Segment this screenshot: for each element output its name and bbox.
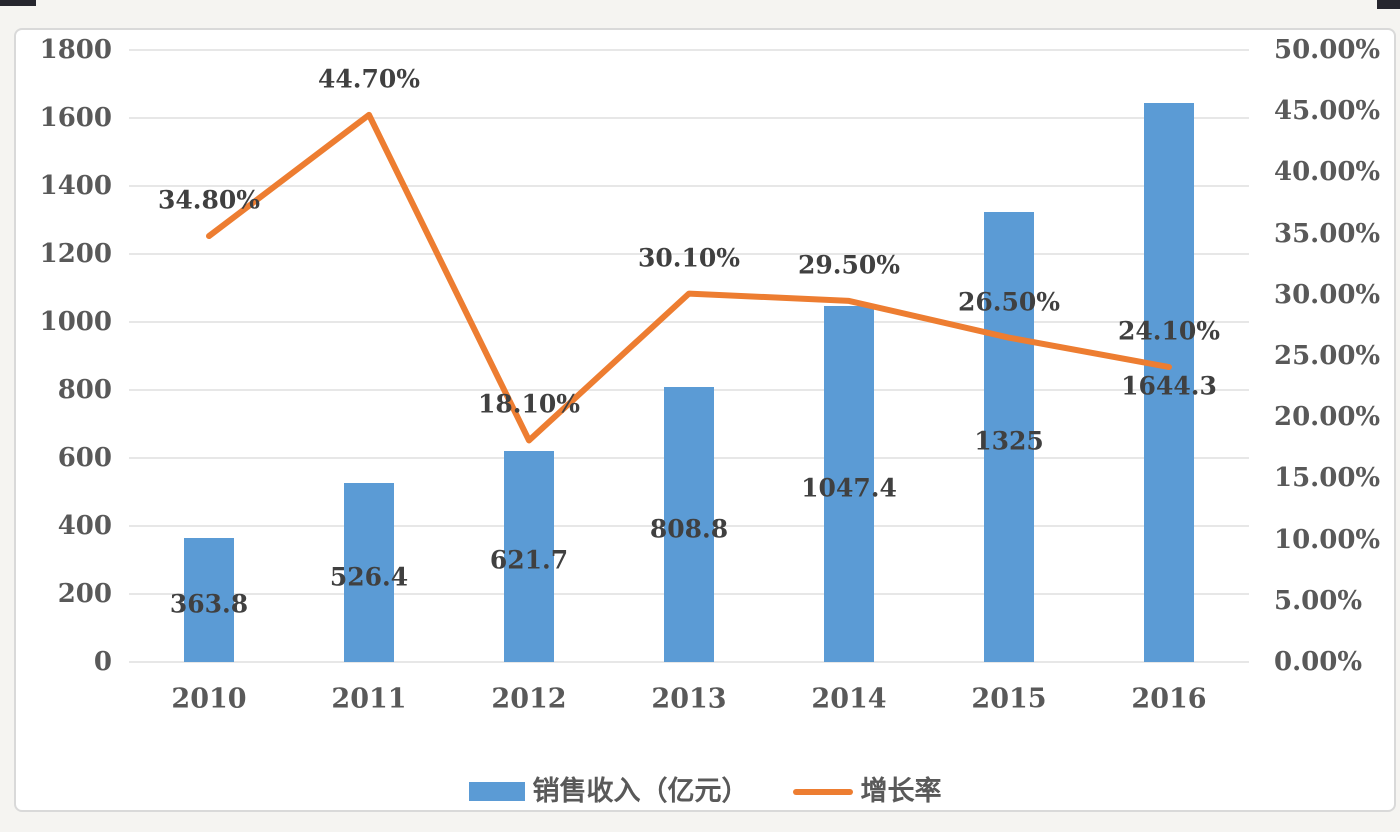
plot-area: 363.8 526.4 621.7 808.8 1047.4 1325 1644.3 34.8… (129, 49, 1249, 663)
y-axis-right-tick: 45.00% (1274, 96, 1381, 127)
line-point-label: 18.10% (477, 389, 581, 419)
bar (344, 483, 394, 662)
gridline (129, 253, 1249, 255)
legend-label-growth: 增长率 (860, 776, 942, 807)
line-point-label: 26.50% (957, 287, 1061, 317)
line-point-label: 29.50% (797, 250, 901, 280)
legend-item-sales: 销售收入（亿元） (468, 776, 749, 807)
y-axis-left-tick: 1600 (39, 103, 112, 133)
y-axis-left-tick: 1200 (39, 239, 112, 269)
x-axis-category-label: 2010 (171, 683, 247, 715)
bar-value-label: 1325 (974, 426, 1044, 456)
legend-bar-swatch-icon (468, 782, 525, 801)
y-axis-left-tick: 200 (57, 579, 112, 609)
line-point-label: 24.10% (1117, 316, 1221, 346)
y-axis-right-tick: 50.00% (1274, 35, 1381, 65)
bar-value-label: 1047.4 (801, 473, 897, 503)
x-axis-category-label: 2014 (811, 683, 887, 715)
y-axis-right-tick: 30.00% (1274, 279, 1381, 310)
legend: 销售收入（亿元） 增长率 (16, 778, 1394, 805)
y-axis-right-tick: 0.00% (1274, 647, 1363, 677)
y-axis-right-tick: 35.00% (1274, 218, 1381, 249)
gridline (129, 49, 1249, 51)
y-axis-right-tick: 5.00% (1274, 585, 1363, 616)
bar-value-label: 808.8 (649, 514, 729, 543)
gridline (129, 185, 1249, 187)
bar (984, 211, 1034, 662)
screenshot-fragment-top-right (1377, 0, 1400, 9)
bar (824, 305, 874, 662)
x-axis-category-label: 2015 (971, 683, 1047, 715)
gridline (129, 321, 1249, 323)
chart-area[interactable]: 0 200 400 600 800 1000 1200 1400 1600 1800 0.00% 5… (14, 28, 1396, 812)
y-axis-left-tick: 400 (57, 511, 112, 541)
bar-value-label: 621.7 (489, 545, 569, 575)
bar-value-label: 363.8 (169, 589, 249, 619)
bar (664, 387, 714, 662)
y-axis-left-tick: 800 (57, 375, 112, 405)
line-point-label: 30.10% (637, 243, 741, 273)
growth-rate-line (206, 111, 1172, 444)
y-axis-left-tick: 0 (93, 647, 112, 677)
y-axis-left-tick: 1400 (39, 171, 112, 201)
line-point-label: 44.70% (317, 64, 421, 94)
y-axis-left-tick: 1800 (39, 35, 112, 65)
bar (184, 538, 234, 662)
bar (504, 450, 554, 662)
bar-value-label: 526.4 (329, 562, 409, 591)
bar-value-label: 1644.3 (1121, 371, 1217, 401)
bar (1144, 102, 1194, 662)
y-axis-left-tick: 600 (57, 443, 112, 473)
x-axis-category-label: 2012 (491, 683, 567, 715)
y-axis-right-tick: 15.00% (1274, 463, 1381, 494)
x-axis-category-label: 2016 (1131, 683, 1207, 715)
y-axis-right-tick: 25.00% (1274, 341, 1381, 371)
legend-item-growth: 增长率 (792, 776, 942, 807)
x-axis-category-label: 2011 (331, 683, 407, 715)
gridline (129, 117, 1249, 119)
gridline (129, 661, 1249, 663)
legend-label-sales: 销售收入（亿元） (532, 776, 749, 807)
y-axis-right-tick: 20.00% (1274, 402, 1381, 433)
line-series (206, 111, 1172, 444)
y-axis-right-tick: 10.00% (1274, 524, 1381, 555)
y-axis-right-tick: 40.00% (1274, 157, 1381, 188)
x-axis-category-label: 2013 (651, 683, 727, 715)
y-axis-left-tick: 1000 (39, 307, 112, 337)
line-point-label: 34.80% (157, 185, 261, 215)
legend-line-swatch-icon (792, 788, 853, 795)
screenshot-fragment-top-left (0, 0, 36, 6)
